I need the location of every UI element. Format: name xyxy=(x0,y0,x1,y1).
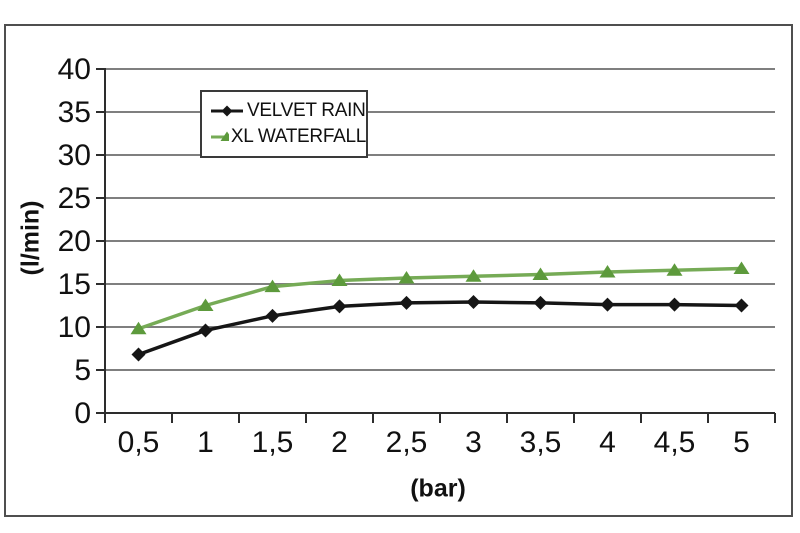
y-tick-label: 5 xyxy=(74,354,91,387)
data-point-xl-waterfall xyxy=(599,264,616,278)
y-tick-label: 0 xyxy=(74,397,91,430)
series-line-xl-waterfall xyxy=(136,266,744,331)
series-line-velvet-rain xyxy=(136,300,744,357)
legend-marker-triangle-icon xyxy=(211,131,229,141)
x-tick-label: 3,5 xyxy=(520,426,562,459)
x-tick-label: 4 xyxy=(599,426,616,459)
data-point-xl-waterfall xyxy=(264,279,281,293)
legend-marker-shape xyxy=(220,131,229,141)
data-point-velvet-rain xyxy=(734,298,749,313)
y-tick-label: 40 xyxy=(58,53,91,86)
data-point-xl-waterfall xyxy=(733,261,750,275)
data-point-xl-waterfall xyxy=(331,273,348,287)
data-point-xl-waterfall xyxy=(666,263,683,276)
data-point-velvet-rain xyxy=(131,347,146,362)
legend-item-xl-waterfall: XL WATERFALL xyxy=(209,126,366,148)
x-tick-label: 2,5 xyxy=(386,426,428,459)
data-point-velvet-rain xyxy=(533,295,548,310)
legend-item-velvet-rain: VELVET RAIN xyxy=(209,100,366,122)
chart-legend: VELVET RAIN XL WATERFALL xyxy=(200,90,368,158)
data-point-xl-waterfall xyxy=(197,298,214,311)
data-point-velvet-rain xyxy=(466,295,481,310)
data-point-velvet-rain xyxy=(667,297,682,312)
legend-marker-shape xyxy=(221,105,233,117)
legend-label: VELVET RAIN xyxy=(247,100,366,121)
y-tick-label: 20 xyxy=(58,225,91,258)
data-point-velvet-rain xyxy=(265,308,280,323)
x-tick-label: 3 xyxy=(465,426,482,459)
data-point-velvet-rain xyxy=(332,299,347,314)
y-tick-label: 10 xyxy=(58,311,91,344)
data-point-velvet-rain xyxy=(600,297,615,312)
x-tick-label: 0,5 xyxy=(118,426,160,459)
data-point-xl-waterfall xyxy=(398,270,415,284)
data-point-xl-waterfall xyxy=(532,267,549,281)
data-point-velvet-rain xyxy=(198,323,213,338)
data-point-xl-waterfall xyxy=(465,269,482,282)
data-point-velvet-rain xyxy=(399,295,414,310)
x-tick-label: 5 xyxy=(733,426,750,459)
y-axis-title: (l/min) xyxy=(16,200,45,276)
legend-label: XL WATERFALL xyxy=(230,126,366,147)
x-tick-label: 1 xyxy=(197,426,214,459)
x-tick-label: 2 xyxy=(331,426,348,459)
y-tick-label: 15 xyxy=(58,268,91,301)
x-tick-label: 1,5 xyxy=(252,426,294,459)
y-tick-label: 35 xyxy=(58,96,91,129)
y-tick-label: 30 xyxy=(58,139,91,172)
x-axis-title: (bar) xyxy=(410,474,466,503)
legend-marker-diamond-icon xyxy=(211,105,243,117)
x-tick-label: 4,5 xyxy=(654,426,696,459)
data-point-xl-waterfall xyxy=(130,321,147,335)
y-tick-label: 25 xyxy=(58,182,91,215)
